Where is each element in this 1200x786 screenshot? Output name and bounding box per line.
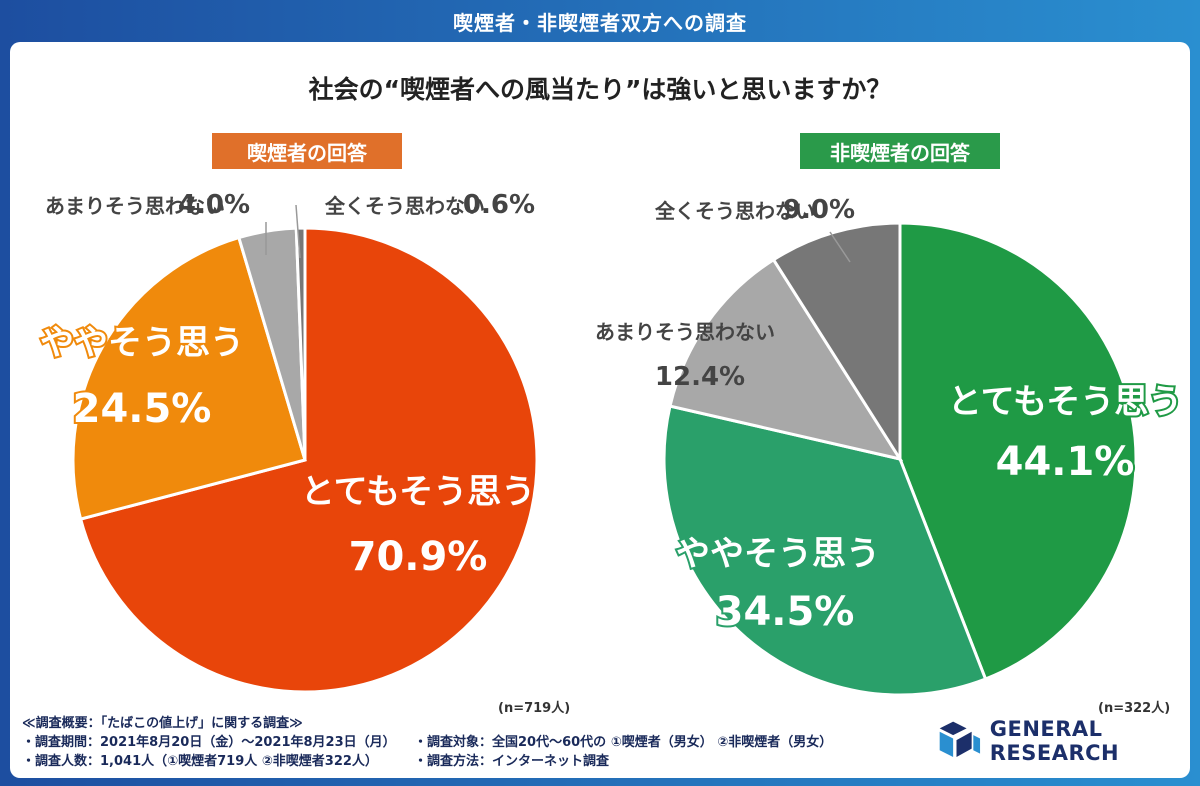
slice-label-1-2: あまりそう思わない	[595, 320, 775, 344]
pie-slice-0-1	[71, 235, 307, 521]
slice-value-1-3: 9.0%	[783, 195, 855, 225]
logo-mark-icon	[939, 721, 981, 757]
pie-slice-0-0	[78, 226, 539, 694]
survey-summary-title: ≪調査概要：「たばこの値上げ」に関する調査≫	[22, 716, 303, 731]
leader-line-0-3	[295, 204, 301, 259]
pie-slice-1-1	[662, 404, 988, 697]
slice-label-0-1: ややそう思う	[40, 323, 244, 363]
slice-value-0-1: 24.5%	[73, 386, 212, 432]
slice-value-1-2: 12.4%	[655, 362, 745, 392]
smoker-chart-title: 喫煙者の回答	[212, 133, 402, 169]
slice-label-1-0: とてもそう思う	[948, 382, 1183, 422]
survey-period: ・調査期間：2021年8月20日（金）〜2021年8月23日（月）	[22, 735, 396, 750]
slice-label-1-1: ややそう思う	[676, 534, 880, 574]
slice-label-1-3: 全くそう思わない	[654, 199, 815, 223]
survey-question: 社会の“喫煙者への風当たり”は強いと思いますか？	[308, 75, 892, 104]
leader-line-1-3	[829, 231, 851, 263]
pie-slice-0-3	[294, 226, 307, 461]
slice-value-0-0: 70.9%	[349, 534, 488, 580]
survey-count: ・調査人数：1,041人（①喫煙者719人 ②非喫煙者322人）	[22, 754, 378, 769]
survey-target: ・調査対象：全国20代〜60代の ①喫煙者（男女） ②非喫煙者（男女）	[414, 735, 833, 750]
smoker-sample-size: (n=719人)	[498, 701, 571, 716]
slice-value-1-0: 44.1%	[996, 439, 1135, 485]
logo-text: GENERAL RESEARCH	[989, 717, 1120, 765]
nonsmoker-chart-title: 非喫煙者の回答	[800, 133, 1000, 169]
company-logo: GENERAL RESEARCH	[938, 716, 1200, 766]
page-header: 喫煙者・非喫煙者双方への調査	[453, 10, 747, 35]
slice-label-0-3: 全くそう思わない	[324, 194, 485, 218]
slice-label-0-2: あまりそう思わない	[45, 194, 225, 218]
slice-value-0-3: 0.6%	[463, 190, 535, 220]
survey-summary: ≪調査概要：「たばこの値上げ」に関する調査≫ ・調査期間：2021年8月20日（…	[22, 714, 832, 771]
slice-value-0-2: 4.0%	[178, 190, 250, 220]
slice-value-1-1: 34.5%	[716, 589, 855, 635]
pie-slice-1-0	[898, 221, 1138, 681]
nonsmoker-sample-size: (n=322人)	[1098, 701, 1171, 716]
pie-slice-1-2	[668, 257, 904, 462]
slice-label-0-0: とてもそう思う	[301, 472, 536, 512]
survey-method: ・調査方法：インターネット調査	[414, 754, 610, 769]
pie-slice-1-3	[771, 221, 902, 465]
